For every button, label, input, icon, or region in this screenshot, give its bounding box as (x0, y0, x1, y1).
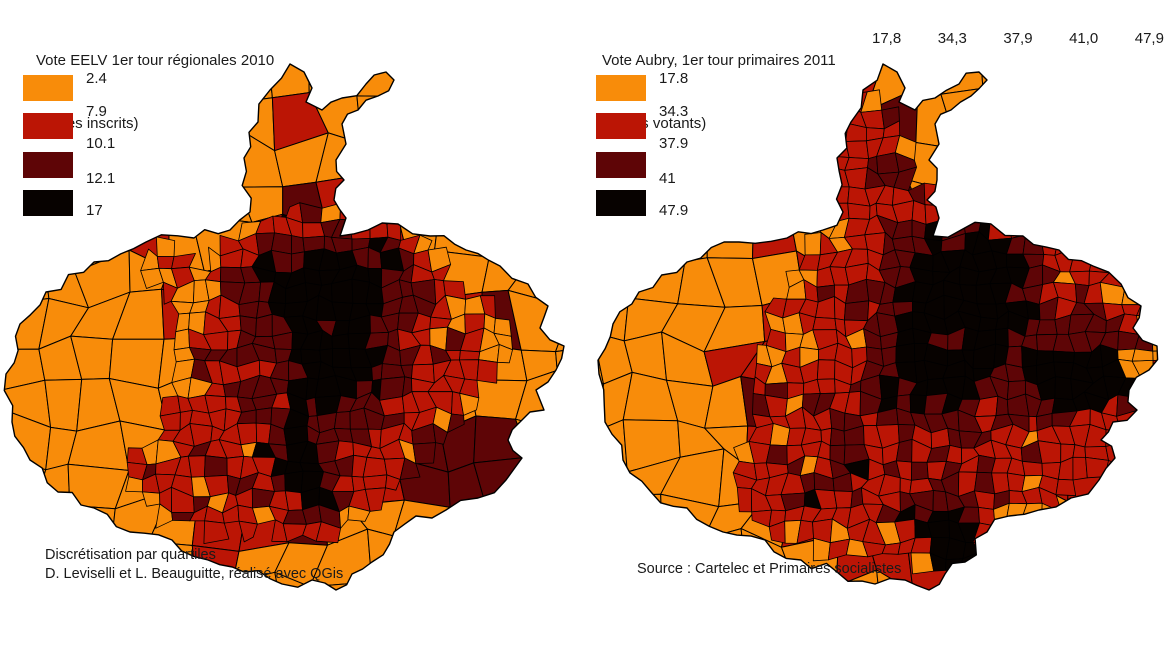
right-map-title-line1: Vote Aubry, 1er tour primaires 2011 (602, 52, 836, 69)
right-map-annotation: Source : Cartelec et Primaires socialist… (637, 560, 901, 579)
right-map-legend: 17.8 34.3 37.9 41 47.9 (596, 70, 726, 240)
header-value: 47,9 (1134, 30, 1164, 47)
legend-swatch-class2 (23, 113, 73, 139)
legend-swatch-class1 (23, 75, 73, 101)
right-choropleth-map (597, 63, 1159, 591)
legend-break-label: 17.8 (659, 70, 689, 87)
left-choropleth-map (3, 63, 565, 591)
header-value: 34,3 (937, 30, 967, 47)
legend-swatch-class4 (23, 190, 73, 216)
annotation-line2: D. Leviselli et L. Beauguitte, réalisé a… (45, 566, 344, 582)
legend-break-label: 17 (86, 202, 103, 219)
legend-break-label: 12.1 (86, 170, 116, 187)
legend-swatch-class3 (23, 152, 73, 178)
left-map-title-line1: Vote EELV 1er tour régionales 2010 (36, 52, 275, 69)
left-map-legend: 2.4 7.9 10.1 12.1 17 (23, 70, 153, 240)
annotation-line1: Discrétisation par quartiles (45, 547, 216, 563)
annotation-source: Source : Cartelec et Primaires socialist… (637, 561, 902, 577)
legend-break-label: 7.9 (86, 103, 107, 120)
legend-break-label: 37.9 (659, 135, 689, 152)
legend-break-label: 2.4 (86, 70, 107, 87)
left-map-annotation: Discrétisation par quartiles D. Levisell… (45, 546, 343, 584)
header-values-row: 17,8 34,3 37,9 41,0 47,9 (872, 30, 1164, 47)
legend-break-label: 47.9 (659, 202, 689, 219)
legend-break-label: 41 (659, 170, 676, 187)
legend-swatch-class2 (596, 113, 646, 139)
legend-swatch-class4 (596, 190, 646, 216)
legend-break-label: 10.1 (86, 135, 116, 152)
header-value: 41,0 (1069, 30, 1099, 47)
header-value: 17,8 (872, 30, 902, 47)
legend-swatch-class1 (596, 75, 646, 101)
legend-break-label: 34.3 (659, 103, 689, 120)
legend-swatch-class3 (596, 152, 646, 178)
header-value: 37,9 (1003, 30, 1033, 47)
